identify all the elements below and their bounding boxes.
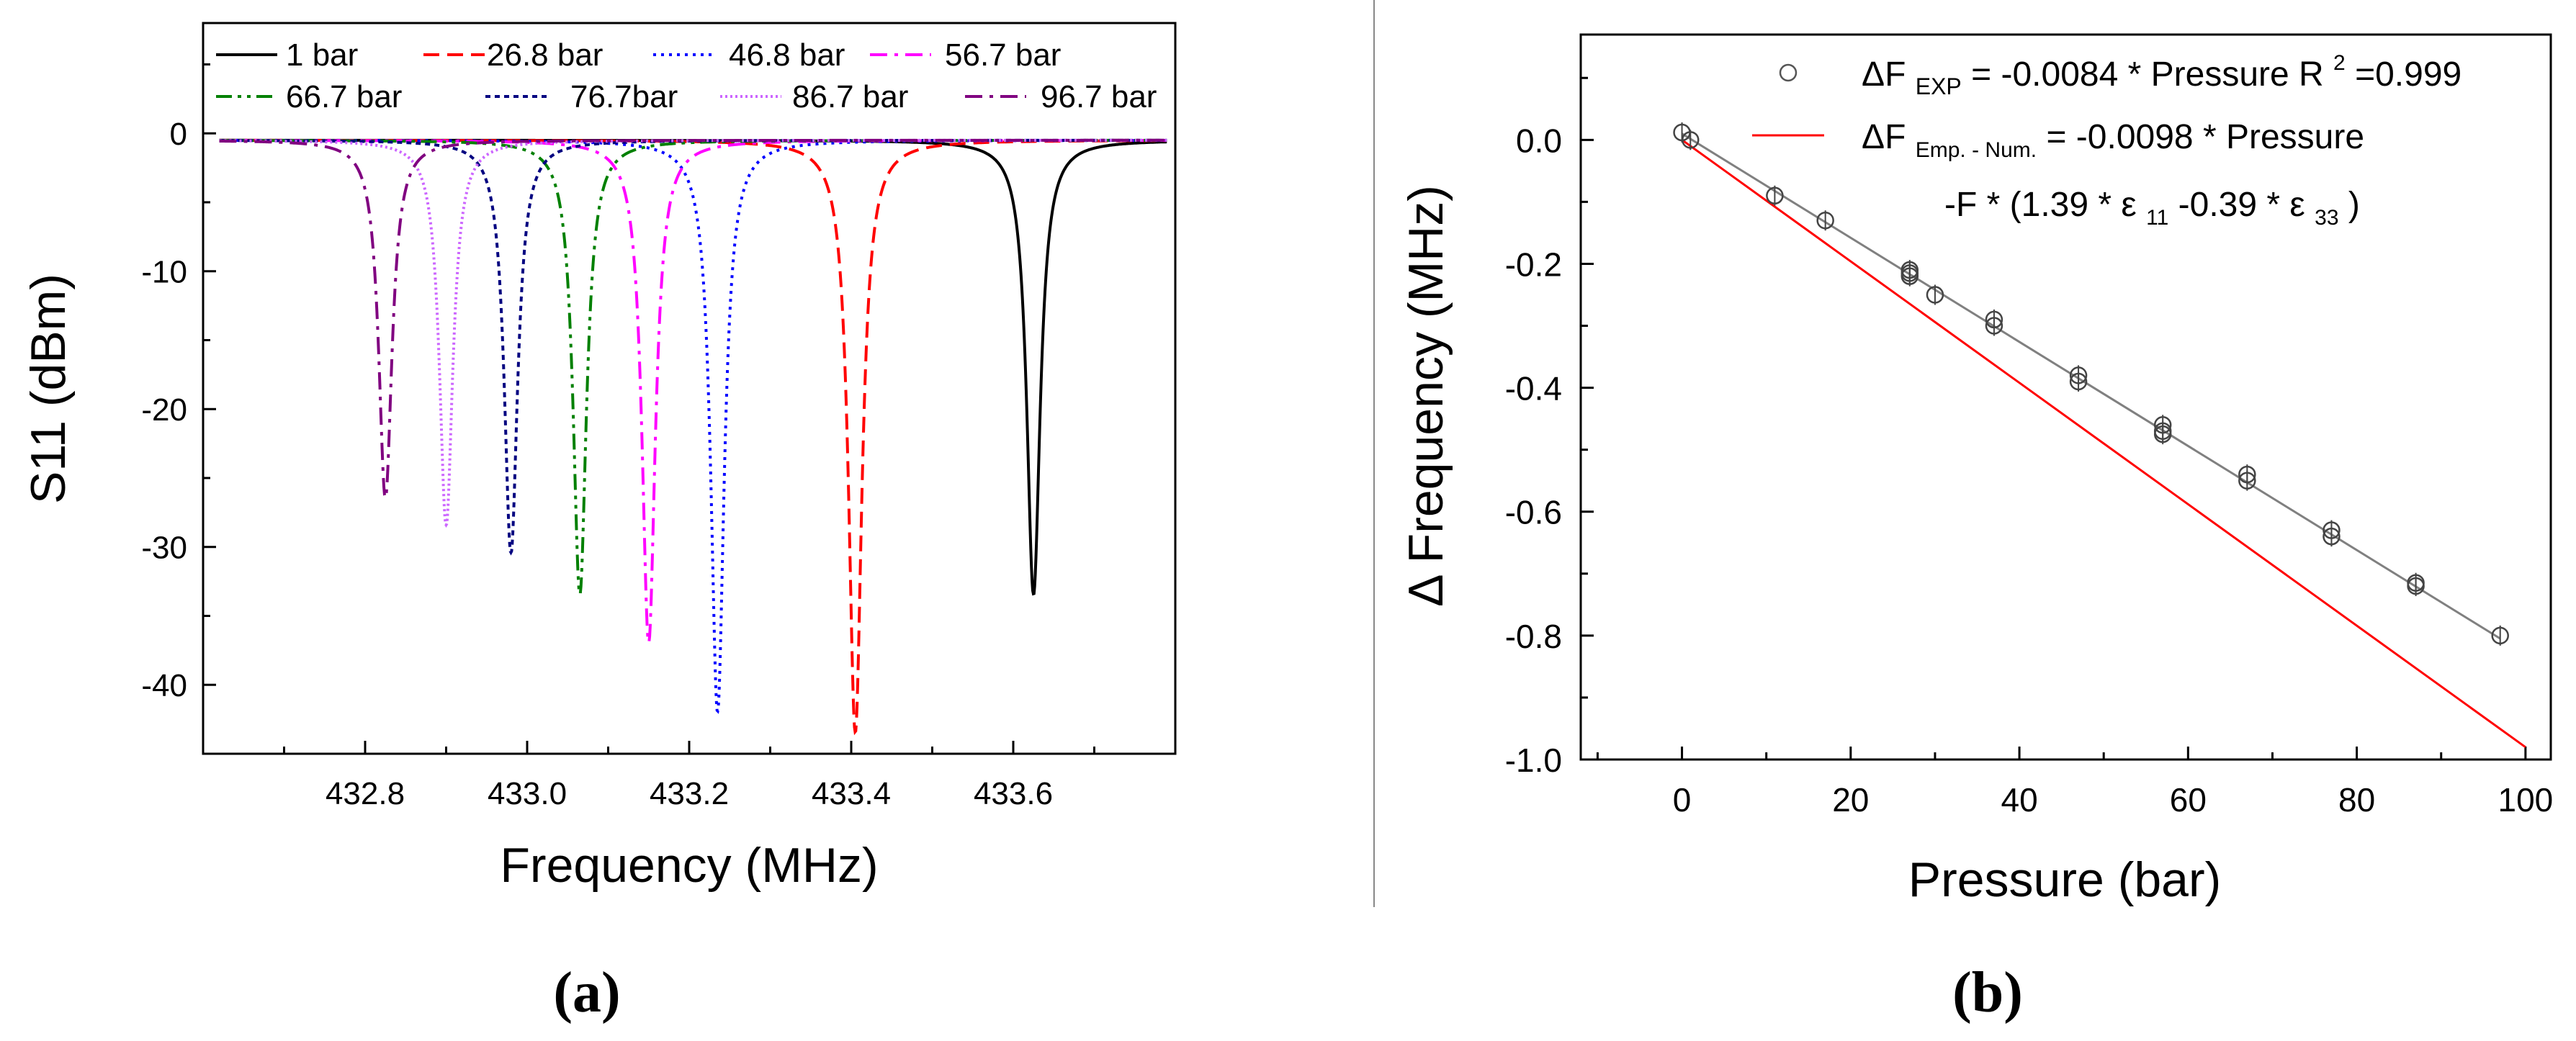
b-y-tick-label-0: 0.0 <box>1516 122 1562 159</box>
panel-b: 0 20 40 60 80 100 0.0 -0.2 -0.4 -0.6 -0.8 -1.0 ΔF E… <box>1399 33 2553 1024</box>
b-point-16 <box>2238 470 2256 491</box>
b-plot-frame <box>1579 33 2552 761</box>
b-point-11 <box>2069 371 2088 392</box>
a-plot-frame <box>202 22 1177 755</box>
b-point-18 <box>2323 526 2341 547</box>
a-x-tick-label-1: 433.0 <box>488 776 567 811</box>
b-legend-num2-s1: 11 <box>2146 206 2168 230</box>
b-point-9 <box>1985 315 2003 336</box>
b-point-1 <box>1682 130 1700 150</box>
b-legend-num-line2: -F * (1.39 * ε 11 -0.39 * ε 33 ) <box>1944 186 2360 233</box>
b-legend-marker-exp <box>1779 63 1798 82</box>
b-y-tick-label-5: -1.0 <box>1505 742 1562 779</box>
b-point-7 <box>1926 284 1944 305</box>
b-legend-num: ΔF Emp. - Num. = -0.0098 * Pressure <box>1862 118 2364 165</box>
b-legend-num-sub: Emp. - Num. <box>1916 138 2037 162</box>
a-legend: 1 bar 26.8 bar 46.8 bar 56.7 bar 66.7 ba… <box>216 37 1157 114</box>
b-y-axis-label: Δ Frequency (MHz) <box>1399 185 1453 607</box>
b-ticks-group: 0 20 40 60 80 100 0.0 -0.2 -0.4 -0.6 -0.8 -1.0 <box>1505 76 2553 819</box>
a-y-tick-label-4: -40 <box>141 668 187 703</box>
b-legend-num-text: = -0.0098 * Pressure <box>2046 118 2364 156</box>
a-panel-label: (a) <box>553 961 620 1024</box>
b-legend-exp-sub: EXP <box>1916 73 1962 99</box>
a-series-line-2 <box>219 139 1167 714</box>
a-series-line-4 <box>219 138 1167 596</box>
a-legend-label-26-8bar: 26.8 bar <box>487 37 603 73</box>
b-point-21 <box>2491 625 2509 646</box>
b-x-tick-label-2: 40 <box>2001 781 2037 819</box>
a-legend-label-66-7bar: 66.7 bar <box>286 79 402 114</box>
a-x-axis-label: Frequency (MHz) <box>500 838 878 893</box>
b-y-tick-label-4: -0.8 <box>1505 618 1562 655</box>
a-series-line-1 <box>219 138 1167 736</box>
b-x-tick-label-4: 80 <box>2338 781 2375 819</box>
a-y-tick-label-1: -10 <box>141 255 187 290</box>
a-y-tick-label-2: -20 <box>141 392 187 428</box>
b-legend-exp-delta: ΔF <box>1862 55 1906 94</box>
a-series-line-0 <box>219 138 1167 596</box>
a-y-tick-label-3: -30 <box>141 531 187 566</box>
b-x-tick-label-5: 100 <box>2498 781 2553 819</box>
b-y-tick-label-2: -0.4 <box>1505 370 1562 407</box>
b-x-tick-label-0: 0 <box>1673 781 1692 819</box>
b-x-axis-label: Pressure (bar) <box>1908 852 2222 907</box>
panel-a: 432.8 433.0 433.2 433.4 433.6 0 -10 -20 -30 -40 1… <box>21 22 1177 1024</box>
b-legend-exp: ΔF EXP = -0.0084 * Pressure R 2 =0.999 <box>1862 40 2461 102</box>
a-y-tick-label-0: 0 <box>170 117 187 152</box>
a-legend-label-96-7bar: 96.7 bar <box>1041 79 1157 114</box>
b-panel-label: (b) <box>1952 961 2023 1024</box>
b-point-6 <box>1900 266 1919 287</box>
a-x-tick-label-2: 433.2 <box>650 776 729 811</box>
a-x-tick-label-4: 433.6 <box>974 776 1053 811</box>
b-x-tick-label-3: 60 <box>2170 781 2207 819</box>
b-legend-exp-sup: 2 <box>2333 51 2346 75</box>
b-empirical-numerical-line <box>1681 139 2526 749</box>
b-y-tick-label-1: -0.2 <box>1505 245 1562 283</box>
b-x-tick-label-1: 20 <box>1832 781 1869 819</box>
b-point-3 <box>1816 210 1834 231</box>
a-legend-label-1bar: 1 bar <box>286 37 358 73</box>
a-series-line-7 <box>219 138 1167 499</box>
b-point-20 <box>2407 576 2425 597</box>
b-y-tick-label-3: -0.6 <box>1505 494 1562 531</box>
b-point-14 <box>2153 424 2172 445</box>
b-legend: ΔF EXP = -0.0084 * Pressure R 2 =0.999 Δ… <box>1752 40 2461 233</box>
a-series-line-3 <box>219 139 1167 644</box>
b-experimental-points <box>1673 122 2509 646</box>
b-point-2 <box>1766 185 1784 206</box>
a-legend-label-46-8bar: 46.8 bar <box>729 37 845 73</box>
a-legend-label-86-7bar: 86.7 bar <box>792 79 908 114</box>
a-series-group <box>219 138 1167 736</box>
b-legend-num2-s2: 33 <box>2315 206 2338 230</box>
b-legend-exp-tail: =0.999 <box>2355 55 2461 94</box>
b-legend-exp-text: = -0.0084 * Pressure R <box>1971 55 2324 94</box>
a-legend-label-76-7bar: 76.7bar <box>570 79 678 114</box>
a-x-tick-label-3: 433.4 <box>812 776 891 811</box>
b-legend-num2-b: -0.39 * ε <box>2178 186 2305 224</box>
a-legend-label-56-7bar: 56.7 bar <box>945 37 1061 73</box>
b-legend-num2-c: ) <box>2348 186 2360 224</box>
b-legend-num2-a: -F * (1.39 * ε <box>1944 186 2137 224</box>
b-legend-num-delta: ΔF <box>1862 118 1906 156</box>
a-x-tick-label-0: 432.8 <box>326 776 405 811</box>
a-y-axis-label: S11 (dBm) <box>21 274 76 504</box>
a-ticks-group: 432.8 433.0 433.2 433.4 433.6 0 -10 -20 -30 -40 <box>141 63 1095 811</box>
